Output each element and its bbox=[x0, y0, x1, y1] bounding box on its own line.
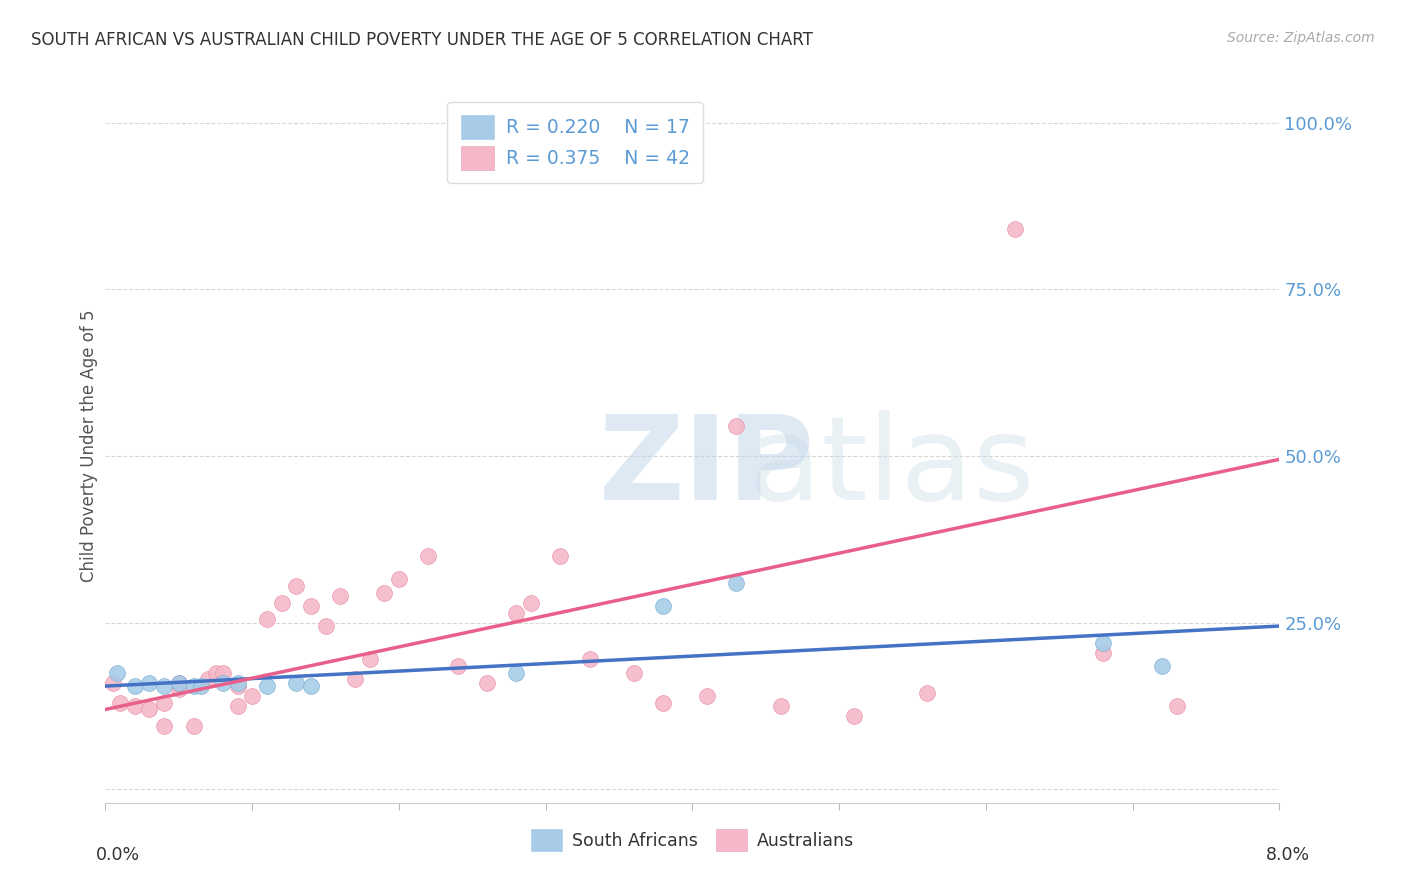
Point bbox=[285, 675, 308, 690]
Point bbox=[329, 589, 352, 603]
Point bbox=[1092, 636, 1115, 650]
Point bbox=[299, 679, 322, 693]
Point bbox=[167, 682, 190, 697]
Legend: South Africans, Australians: South Africans, Australians bbox=[523, 822, 862, 858]
Point bbox=[652, 696, 675, 710]
Point bbox=[204, 665, 226, 680]
Point bbox=[578, 652, 600, 666]
Point bbox=[299, 599, 322, 613]
Point bbox=[550, 549, 572, 563]
Point bbox=[226, 675, 249, 690]
Point bbox=[211, 675, 233, 690]
Point bbox=[842, 709, 865, 723]
Point bbox=[270, 596, 292, 610]
Text: SOUTH AFRICAN VS AUSTRALIAN CHILD POVERTY UNDER THE AGE OF 5 CORRELATION CHART: SOUTH AFRICAN VS AUSTRALIAN CHILD POVERT… bbox=[31, 31, 813, 49]
Point bbox=[418, 549, 440, 563]
Text: 0.0%: 0.0% bbox=[96, 846, 139, 863]
Point bbox=[285, 579, 308, 593]
Point bbox=[652, 599, 675, 613]
Point bbox=[256, 612, 278, 626]
Point bbox=[211, 665, 233, 680]
Point bbox=[108, 696, 131, 710]
Point bbox=[226, 699, 249, 714]
Point bbox=[359, 652, 381, 666]
Point bbox=[153, 719, 176, 733]
Point bbox=[190, 679, 212, 693]
Point bbox=[623, 665, 645, 680]
Point bbox=[917, 686, 939, 700]
Point bbox=[256, 679, 278, 693]
Text: 8.0%: 8.0% bbox=[1267, 846, 1310, 863]
Point bbox=[1150, 659, 1173, 673]
Point bbox=[725, 419, 748, 434]
Point bbox=[124, 679, 146, 693]
Point bbox=[138, 675, 160, 690]
Point bbox=[343, 673, 366, 687]
Point bbox=[124, 699, 146, 714]
Point bbox=[315, 619, 337, 633]
Point bbox=[520, 596, 543, 610]
Text: ZIP: ZIP bbox=[599, 410, 814, 524]
Point bbox=[101, 675, 124, 690]
Text: atlas: atlas bbox=[599, 410, 1033, 524]
Point bbox=[373, 585, 395, 599]
Point bbox=[505, 606, 527, 620]
Point bbox=[197, 673, 219, 687]
Text: Source: ZipAtlas.com: Source: ZipAtlas.com bbox=[1227, 31, 1375, 45]
Point bbox=[725, 575, 748, 590]
Point bbox=[167, 675, 190, 690]
Point bbox=[1004, 222, 1026, 236]
Point bbox=[167, 675, 190, 690]
Y-axis label: Child Poverty Under the Age of 5: Child Poverty Under the Age of 5 bbox=[80, 310, 98, 582]
Point bbox=[505, 665, 527, 680]
Point bbox=[105, 665, 128, 680]
Point bbox=[153, 696, 176, 710]
Point bbox=[475, 675, 498, 690]
Point bbox=[447, 659, 470, 673]
Point bbox=[226, 679, 249, 693]
Point bbox=[153, 679, 176, 693]
Point bbox=[388, 573, 411, 587]
Point bbox=[1092, 646, 1115, 660]
Point bbox=[183, 679, 205, 693]
Point bbox=[696, 689, 718, 703]
Point bbox=[240, 689, 263, 703]
Point bbox=[183, 719, 205, 733]
Point bbox=[769, 699, 792, 714]
Point bbox=[138, 702, 160, 716]
Point bbox=[1166, 699, 1188, 714]
